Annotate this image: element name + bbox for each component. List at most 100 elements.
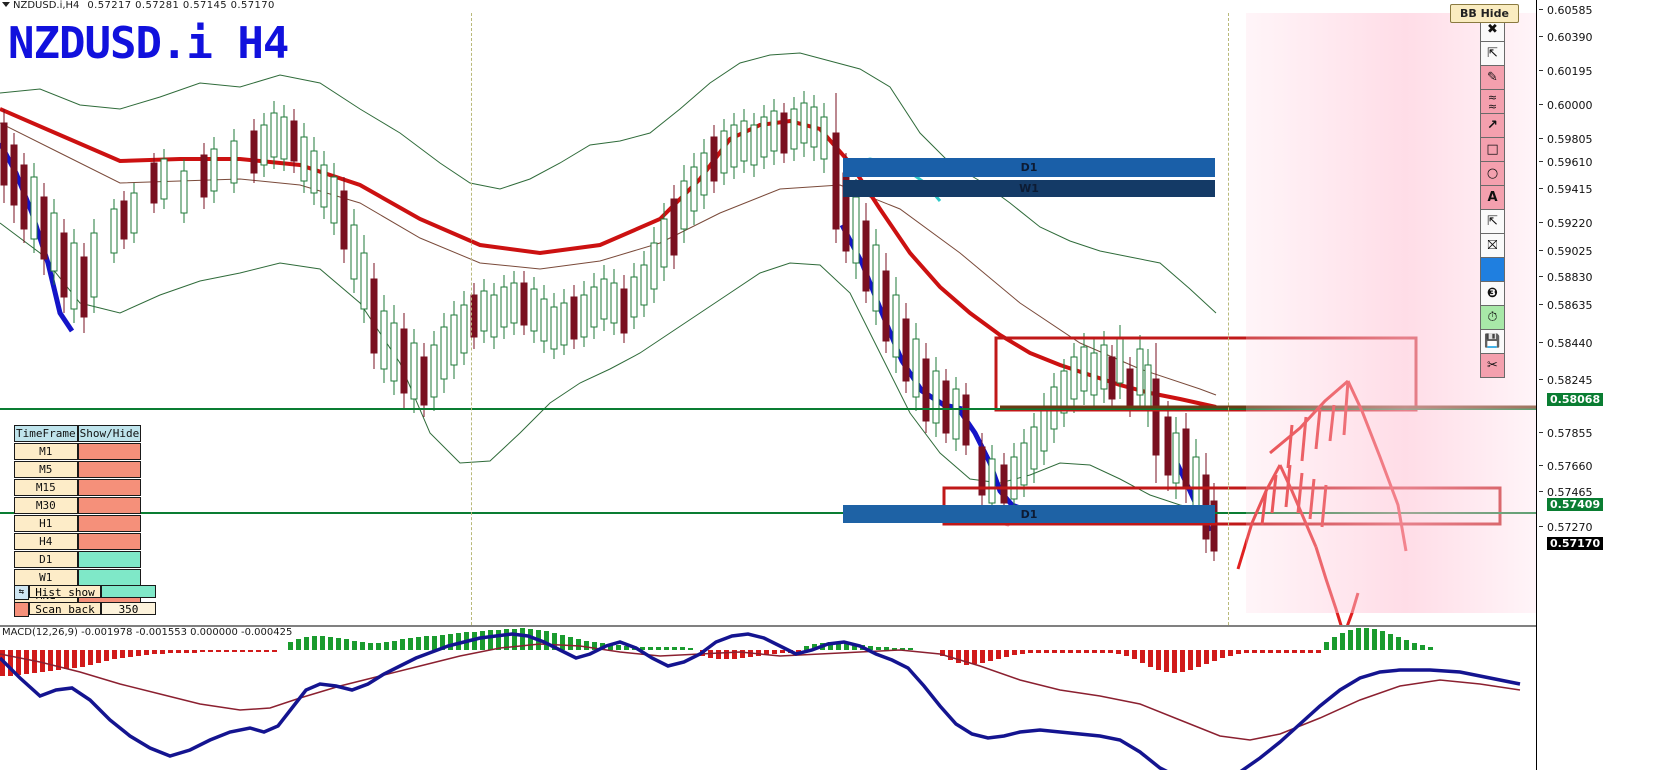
vertical-separator-right — [1228, 13, 1229, 625]
scan-back-row[interactable]: Scan back 350 — [14, 602, 156, 617]
macd-svg — [0, 628, 1521, 770]
wave-lines-icon[interactable]: ≈ ≈ — [1480, 89, 1505, 114]
price-plot-area[interactable]: D1 W1 D1 — [0, 13, 1536, 625]
table-row[interactable]: H1 — [14, 515, 142, 532]
price-tick: 0.57855 — [1537, 427, 1677, 440]
table-row[interactable]: D1 — [14, 551, 142, 568]
hist-show-toggle[interactable] — [101, 585, 156, 598]
price-tick-label: 0.58245 — [1547, 374, 1593, 387]
triangle-down-icon[interactable] — [2, 2, 10, 7]
price-tick-label: 0.60195 — [1547, 65, 1593, 78]
price-tick-label: 0.57465 — [1547, 486, 1593, 499]
macd-pane[interactable] — [0, 628, 1536, 770]
panel-controls[interactable]: ⇆ Hist show Scan back 350 — [14, 585, 156, 617]
table-row[interactable]: M1 — [14, 443, 142, 460]
price-plot-svg — [0, 52, 1536, 625]
timeframe-toggle-m15[interactable] — [77, 479, 142, 496]
price-tick: 0.59805 — [1537, 133, 1677, 146]
macd-indicator-label: MACD(12,26,9) -0.001978 -0.001553 0.0000… — [2, 627, 293, 638]
text-label-icon[interactable]: A — [1480, 185, 1505, 210]
price-level-highlight-support: 0.57409 — [1537, 498, 1677, 511]
cursor-arrow-icon[interactable]: ⇱ — [1480, 41, 1505, 66]
number-three-icon[interactable]: ❸ — [1480, 281, 1505, 306]
vertical-separator-left — [471, 13, 472, 625]
table-row[interactable]: M5 — [14, 461, 142, 478]
pencil-draw-icon[interactable]: ✎ — [1480, 65, 1505, 90]
price-tick: 0.60585 — [1537, 4, 1677, 17]
scissors-cut-icon[interactable]: ✂ — [1480, 353, 1505, 378]
price-tick-label: 0.60000 — [1547, 99, 1593, 112]
timeframe-toggle-m5[interactable] — [77, 461, 142, 478]
price-tick-label: 0.58440 — [1547, 337, 1593, 350]
timeframe-label-m15: M15 — [14, 479, 78, 496]
save-disk-icon[interactable]: 💾 — [1480, 329, 1505, 354]
scan-back-value[interactable]: 350 — [101, 602, 156, 616]
table-row[interactable]: M30 — [14, 497, 142, 514]
timeframe-label-d1: D1 — [14, 551, 78, 568]
trend-arrow-icon[interactable]: ↗ — [1480, 113, 1505, 138]
timeframe-toggle-m1[interactable] — [77, 443, 142, 460]
rectangle-icon[interactable]: □ — [1480, 137, 1505, 162]
price-tick-label: 0.57660 — [1547, 460, 1593, 473]
color-swatch-icon[interactable] — [1480, 257, 1505, 282]
zone-band-d1-lower[interactable]: D1 — [843, 505, 1215, 523]
price-tick: 0.59610 — [1537, 156, 1677, 169]
timeframe-label-h1: H1 — [14, 515, 78, 532]
scan-back-indicator[interactable] — [14, 602, 29, 617]
moving-average-slow — [0, 107, 1217, 409]
macd-histogram-positive — [288, 628, 1433, 650]
bb-hide-button[interactable]: BB Hide — [1450, 4, 1519, 23]
price-tick-label: 0.57855 — [1547, 427, 1593, 440]
symbol-info-bar: NZDUSD.i,H4 0.57217 0.57281 0.57145 0.571… — [0, 0, 1677, 13]
timeframe-toggle-d1[interactable] — [77, 551, 142, 568]
table-row[interactable]: H4 — [14, 533, 142, 550]
price-tick-label: 0.59415 — [1547, 183, 1593, 196]
bollinger-upper-band — [0, 52, 1217, 314]
price-tick: 0.59025 — [1537, 245, 1677, 258]
table-row[interactable]: M15 — [14, 479, 142, 496]
timeframe-toggle-h4[interactable] — [77, 533, 142, 550]
price-tick-label: 0.58830 — [1547, 271, 1593, 284]
zone-band-d1-upper[interactable]: D1 — [843, 158, 1215, 177]
price-tick: 0.58830 — [1537, 271, 1677, 284]
price-scale[interactable]: 0.60585 0.60390 0.60195 0.60000 0.59805 … — [1536, 0, 1677, 770]
zone-label: D1 — [1020, 161, 1038, 174]
price-tick: 0.58635 — [1537, 299, 1677, 312]
timeframe-label-w1: W1 — [14, 569, 78, 586]
zone-band-w1[interactable]: W1 — [843, 180, 1215, 197]
clock-icon[interactable]: ⏱ — [1480, 305, 1505, 330]
timeframe-label-m30: M30 — [14, 497, 78, 514]
timeframe-table: TimeFrame Show/Hide M1 M5 M15 M30 H1 — [14, 424, 142, 605]
timeframe-panel[interactable]: TimeFrame Show/Hide M1 M5 M15 M30 H1 — [14, 424, 142, 605]
timeframe-label-m1: M1 — [14, 443, 78, 460]
timeframe-toggle-w1[interactable] — [77, 569, 142, 586]
swap-arrows-icon[interactable]: ⇆ — [14, 585, 29, 600]
price-tick: 0.59415 — [1537, 183, 1677, 196]
ohlc-values: 0.57217 0.57281 0.57145 0.57170 — [87, 0, 275, 11]
zone-label: W1 — [1019, 182, 1039, 195]
price-tick: 0.57660 — [1537, 460, 1677, 473]
price-tick-label: 0.59025 — [1547, 245, 1593, 258]
trash-delete-icon[interactable]: ⛝ — [1480, 233, 1505, 258]
price-tick: 0.60195 — [1537, 65, 1677, 78]
ellipse-icon[interactable]: ○ — [1480, 161, 1505, 186]
price-tick-label: 0.58068 — [1547, 393, 1604, 406]
price-tick: 0.57270 — [1537, 521, 1677, 534]
table-header-row: TimeFrame Show/Hide — [14, 425, 142, 442]
timeframe-toggle-m30[interactable] — [77, 497, 142, 514]
table-row[interactable]: W1 — [14, 569, 142, 586]
price-tick-label: 0.59610 — [1547, 156, 1593, 169]
hist-show-label: Hist show — [29, 585, 101, 599]
drawing-toolbar[interactable]: ✖ ⇱ ✎ ≈ ≈ ↗ □ ○ A ⇱ ⛝ ❸ ⏱ 💾 ✂ — [1480, 17, 1505, 378]
zone-label: D1 — [1020, 507, 1038, 521]
timeframe-label-h4: H4 — [14, 533, 78, 550]
price-tick: 0.58440 — [1537, 337, 1677, 350]
hist-show-row[interactable]: ⇆ Hist show — [14, 585, 156, 600]
pointer-flag-icon[interactable]: ⇱ — [1480, 209, 1505, 234]
timeframe-toggle-h1[interactable] — [77, 515, 142, 532]
current-price-label: 0.57170 — [1537, 537, 1677, 550]
price-tick-label: 0.60390 — [1547, 31, 1593, 44]
price-tick: 0.57465 — [1537, 486, 1677, 499]
pane-separator — [0, 625, 1536, 627]
